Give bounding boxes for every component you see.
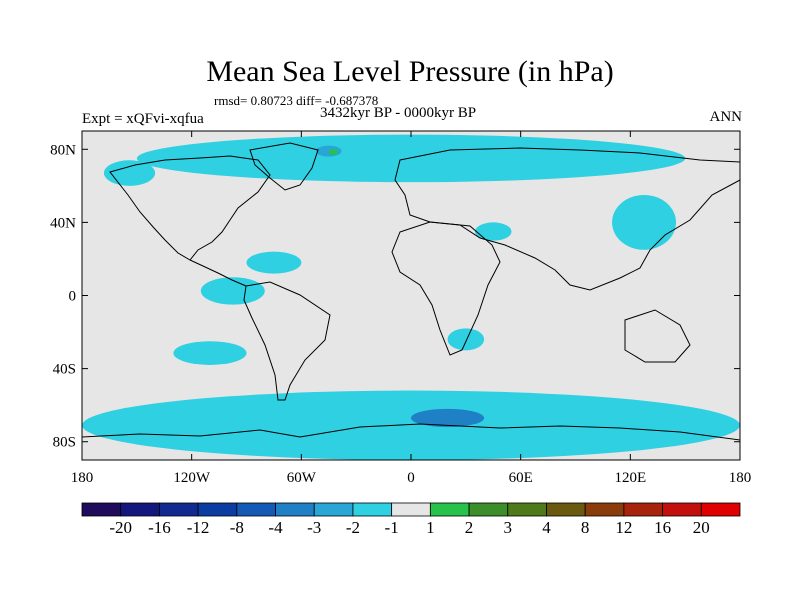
colorbar-label: 8 [580, 518, 590, 537]
colorbar-label: -4 [268, 518, 283, 537]
region-caribbean [246, 251, 302, 274]
coastline-africa [391, 221, 501, 356]
colorbar-swatch [584, 502, 625, 517]
stats-text: rmsd= 0.80723 diff= -0.687378 [214, 93, 379, 108]
x-tick-label: 60W [287, 470, 317, 486]
y-tick-label: 40N [50, 215, 76, 231]
colorbar-swatch [623, 502, 663, 517]
y-tick-label: 0 [69, 289, 77, 305]
colorbar-swatch [120, 502, 160, 517]
region-southern-ocean-core [411, 408, 485, 428]
region-arctic-band [136, 134, 686, 183]
x-tick-label: 120E [614, 470, 646, 486]
y-axis: 80N 40N 0 40S 80S [50, 142, 740, 451]
colorbar-swatch [313, 502, 354, 517]
colorbar-label: 20 [692, 518, 710, 537]
region-southern-ocean-band [82, 390, 740, 460]
colorbar-label: -3 [307, 518, 322, 537]
colorbar-label: 1 [426, 518, 435, 537]
region-north-america-high-lat [103, 160, 156, 186]
y-tick-label: 40S [53, 362, 76, 378]
colorbar-label: 12 [615, 518, 633, 537]
chart-title: Mean Sea Level Pressure (in hPa) [206, 55, 614, 88]
colorbar-swatch [507, 502, 547, 517]
colorbar-swatch [391, 502, 431, 517]
coastline-antarctica [82, 423, 740, 441]
region-east-asia [612, 194, 677, 250]
coastlines [82, 142, 740, 441]
colorbar-label: -20 [109, 518, 133, 537]
colorbar-swatch [352, 502, 393, 517]
experiment-text: Expt = xQFvi-xqfua [82, 111, 204, 127]
x-tick-label: 180 [71, 470, 94, 486]
coastline-north-america [109, 155, 271, 261]
colorbar-swatch [468, 502, 509, 517]
colorbar-label: -12 [186, 518, 210, 537]
colorbar-swatch [429, 502, 470, 517]
y-tick-label: 80S [53, 435, 76, 451]
region-greenland-positive [328, 149, 338, 155]
colorbar-swatch [197, 502, 238, 517]
colorbar-label: -16 [148, 518, 171, 537]
colorbar-swatch [662, 502, 702, 517]
coastline-greenland [249, 142, 319, 191]
colorbar-label: -2 [345, 518, 361, 537]
x-tick-label: 60E [509, 470, 533, 486]
colorbar-label: -1 [384, 518, 399, 537]
colorbar-swatch [236, 502, 276, 517]
x-axis: 180 120W 60W 0 60E 120E 180 [71, 131, 752, 486]
coastline-central-america [189, 259, 247, 287]
coastline-australia [624, 309, 691, 363]
colorbar-label: 3 [503, 518, 513, 537]
region-tropical-east-pacific [200, 277, 265, 305]
x-tick-label: 180 [729, 470, 752, 486]
colorbar-swatch [159, 502, 199, 517]
period-text: 3432kyr BP - 0000kyr BP [320, 105, 477, 121]
colorbar-label: 16 [654, 518, 672, 537]
x-tick-label: 120W [173, 470, 211, 486]
colorbar-swatch [546, 502, 586, 517]
colorbar-label: 4 [542, 518, 551, 537]
colorbar-swatch [275, 502, 315, 517]
y-tick-label: 80N [50, 142, 76, 158]
region-southern-africa [447, 328, 485, 351]
coastline-south-america [243, 281, 331, 401]
colorbar-label: 2 [464, 518, 474, 537]
region-greenland-core [315, 145, 342, 157]
region-arabia [474, 222, 512, 241]
colorbar-swatch [700, 502, 741, 517]
anomaly-regions [82, 134, 740, 460]
colorbar-label: -8 [229, 518, 244, 537]
colorbar-swatch [81, 502, 122, 517]
season-text: ANN [709, 109, 743, 125]
x-tick-label: 0 [407, 470, 415, 486]
colorbar [81, 502, 741, 517]
region-southeast-pacific [173, 341, 247, 365]
